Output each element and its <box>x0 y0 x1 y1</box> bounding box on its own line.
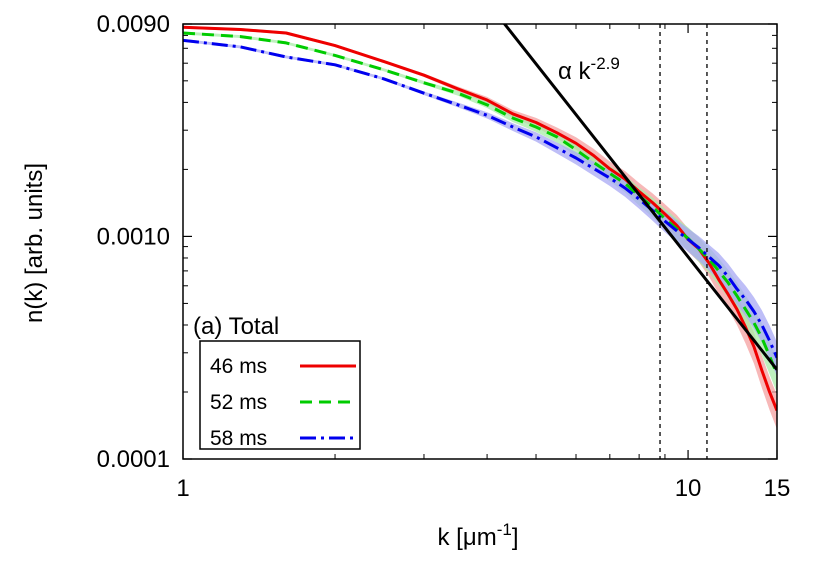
legend-items: 46 ms 52 ms 58 ms <box>210 355 356 450</box>
reference-lines <box>659 24 708 459</box>
y-tick-label: 0.0010 <box>97 223 170 250</box>
y-axis-label: n(k) [arb. units] <box>21 163 48 323</box>
fit-annotation-exponent: -2.9 <box>591 54 620 73</box>
series-line-3 <box>183 38 777 359</box>
x-axis-label-end: ] <box>512 524 519 551</box>
x-tick-label: 15 <box>764 475 791 502</box>
legend-label-series-3: 58 ms <box>210 427 267 450</box>
fit-annotation-prefix: α k <box>558 58 592 85</box>
y-tick-label: 0.0001 <box>97 446 170 473</box>
legend-label-series-1: 46 ms <box>210 355 267 378</box>
x-tick-label: 10 <box>675 475 702 502</box>
x-axis-label-main: k [ <box>438 524 464 551</box>
x-axis-label-exp: -1 <box>497 520 512 539</box>
plot-frame <box>182 23 778 460</box>
x-tick-label: 1 <box>176 475 189 502</box>
legend: 46 ms 52 ms 58 ms <box>199 340 361 450</box>
panel-label: (a) Total <box>193 313 279 340</box>
x-axis-label-unit: μm <box>463 524 497 551</box>
tick-labels: 1 10 15 0.0001 0.0010 0.0090 <box>97 11 791 502</box>
x-axis-label: k [μm-1] <box>438 520 519 551</box>
fit-annotation: α k-2.9 <box>558 54 620 85</box>
y-tick-label: 0.0090 <box>97 11 170 38</box>
fit-line <box>502 24 777 371</box>
series-line-2 <box>183 31 777 375</box>
legend-label-series-2: 52 ms <box>210 391 267 414</box>
legend-box <box>199 340 361 450</box>
